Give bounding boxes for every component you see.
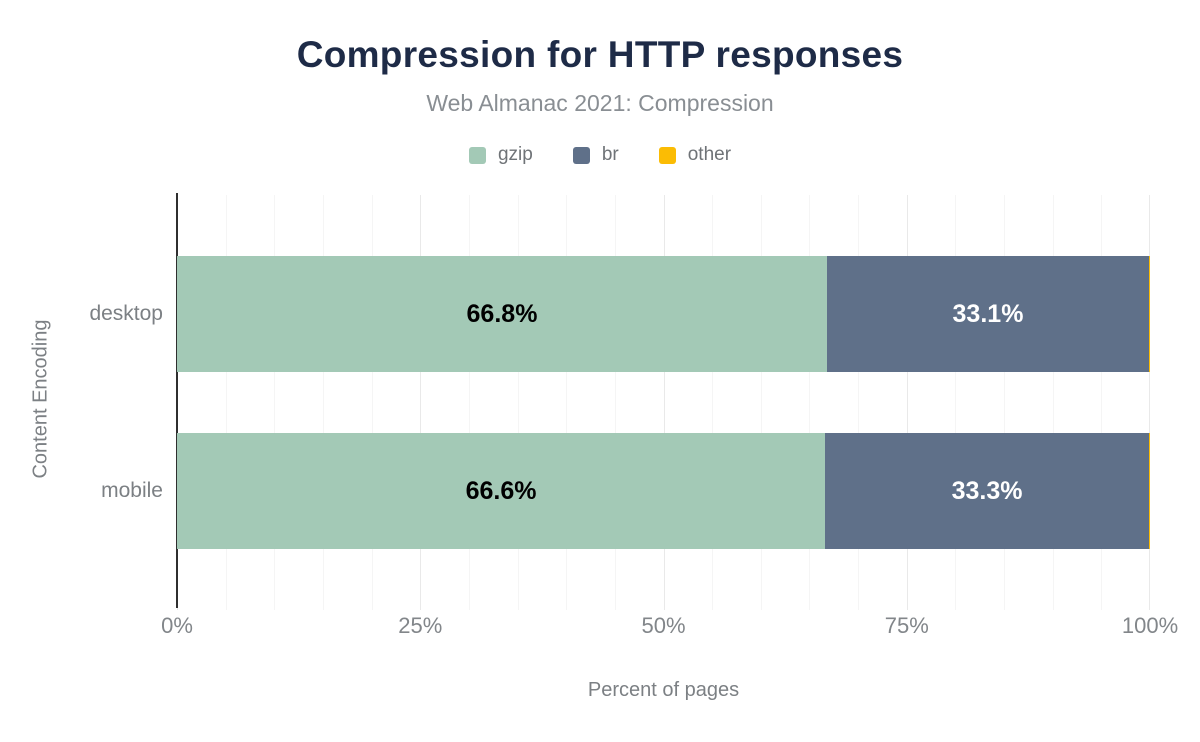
gridline-minor: [468, 195, 470, 610]
y-axis-line: [176, 193, 178, 608]
gridline-minor: [955, 195, 957, 610]
chart-title: Compression for HTTP responses: [296, 34, 904, 75]
gridline-minor: [322, 195, 324, 610]
gridline-minor: [274, 195, 276, 610]
bar-row-mobile: 66.6% 33.3%: [177, 433, 1150, 549]
gridline-major: [906, 195, 908, 610]
gridline-minor: [517, 195, 519, 610]
bar-segment-br-mobile[interactable]: 33.3%: [825, 433, 1150, 549]
bar-row-desktop: 66.8% 33.1%: [177, 256, 1150, 372]
legend: gzip br other: [0, 144, 1200, 166]
bar-segment-gzip-mobile[interactable]: 66.6%: [177, 433, 826, 549]
gridline-minor: [809, 195, 811, 610]
gridline-minor: [371, 195, 373, 610]
gridline-minor: [858, 195, 860, 610]
legend-item-br: br: [572, 144, 619, 166]
x-tick-label-50: 50%: [641, 613, 686, 638]
legend-swatch-gzip: [468, 146, 486, 164]
plot-area: 66.8% 33.1% 66.6% 33.3%: [177, 193, 1150, 610]
legend-label-gzip: gzip: [497, 144, 533, 165]
legend-swatch-br: [572, 146, 590, 164]
legend-label-other: other: [687, 144, 732, 165]
category-label-desktop: desktop: [89, 302, 163, 325]
bar-segment-other-desktop[interactable]: [1149, 256, 1150, 372]
legend-item-other: other: [658, 144, 732, 166]
gridline-minor: [760, 195, 762, 610]
x-axis-title: Percent of pages: [587, 679, 740, 701]
gridline-minor: [1052, 195, 1054, 610]
legend-swatch-other: [658, 146, 676, 164]
legend-label-br: br: [601, 144, 619, 165]
y-axis-title: Content Encoding: [29, 319, 52, 479]
bar-value-label: 33.3%: [951, 476, 1023, 505]
bar-segment-br-desktop[interactable]: 33.1%: [826, 256, 1150, 372]
gridline-major: [1149, 195, 1150, 610]
bar-segment-other-mobile[interactable]: [1149, 433, 1150, 549]
x-tick-label-0: 0%: [161, 613, 193, 638]
bar-value-label: 66.6%: [465, 476, 537, 505]
x-tick-label-25: 25%: [398, 613, 443, 638]
x-tick-label-75: 75%: [884, 613, 929, 638]
bar-value-label: 33.1%: [952, 299, 1024, 328]
gridline-minor: [1101, 195, 1103, 610]
bar-value-label: 66.8%: [466, 299, 538, 328]
bar-segment-gzip-desktop[interactable]: 66.8%: [177, 256, 827, 372]
category-label-mobile: mobile: [101, 479, 163, 502]
gridline-minor: [225, 195, 227, 610]
legend-item-gzip: gzip: [468, 144, 533, 166]
gridline-minor: [712, 195, 714, 610]
gridline-major: [420, 195, 422, 610]
x-tick-label-100: 100%: [1121, 613, 1179, 638]
chart-subtitle: Web Almanac 2021: Compression: [426, 90, 774, 116]
gridline-major: [663, 195, 665, 610]
gridline-minor: [1004, 195, 1006, 610]
gridline-minor: [566, 195, 568, 610]
gridline-minor: [614, 195, 616, 610]
